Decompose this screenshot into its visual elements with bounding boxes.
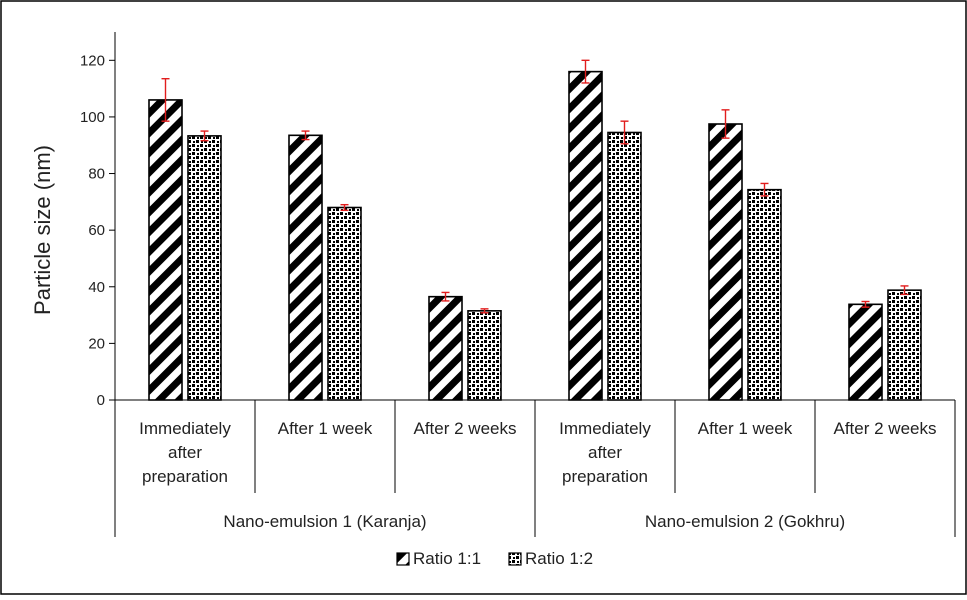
y-tick-label: 60 [88, 222, 105, 239]
category-label-line: After 2 weeks [414, 419, 517, 438]
bar-ratio-1-1 [148, 99, 183, 401]
bar-ratio-1-1 [848, 303, 883, 401]
category-label-line: after [168, 443, 202, 462]
category-label-line: Immediately [139, 419, 231, 438]
category-label-line: after [588, 443, 622, 462]
bar-ratio-1-2 [327, 206, 362, 401]
legend-swatch-ratio-1-1 [396, 552, 410, 566]
bar-ratio-1-1 [288, 134, 323, 401]
category-label-line: preparation [142, 467, 228, 486]
category-label-line: Immediately [559, 419, 651, 438]
y-tick-label: 120 [80, 52, 105, 69]
category-label-line: After 1 week [278, 419, 373, 438]
legend-label-ratio-1-1: Ratio 1:1 [413, 549, 481, 568]
bar-ratio-1-2 [747, 188, 782, 401]
y-tick-label: 20 [88, 335, 105, 352]
legend-label-ratio-1-2: Ratio 1:2 [525, 549, 593, 568]
category-label: Immediately after preparation [559, 419, 651, 486]
bar-ratio-1-2 [887, 289, 922, 401]
category-label: After 1 week [278, 419, 373, 438]
y-tick-label: 80 [88, 166, 105, 183]
category-label: After 2 weeks [834, 419, 937, 438]
category-label: Immediately after preparation [139, 419, 231, 486]
group-label: Nano-emulsion 2 (Gokhru) [645, 512, 845, 531]
category-label-line: preparation [562, 467, 648, 486]
category-label: After 2 weeks [414, 419, 517, 438]
bar-ratio-1-2 [607, 131, 642, 401]
bar-ratio-1-1 [428, 295, 463, 401]
bar-ratio-1-1 [708, 123, 743, 401]
category-label: After 1 week [698, 419, 793, 438]
legend-swatch-ratio-1-2 [508, 552, 522, 566]
category-label-line: After 2 weeks [834, 419, 937, 438]
category-label-line: After 1 week [698, 419, 793, 438]
y-axis-title: Particle size (nm) [30, 145, 55, 315]
y-tick-label: 40 [88, 279, 105, 296]
group-label: Nano-emulsion 1 (Karanja) [223, 512, 426, 531]
bar-ratio-1-2 [187, 135, 222, 401]
bar-ratio-1-2 [467, 310, 502, 401]
y-tick-label: 100 [80, 109, 105, 126]
bar-ratio-1-1 [568, 70, 603, 401]
y-tick-label: 0 [97, 392, 105, 409]
